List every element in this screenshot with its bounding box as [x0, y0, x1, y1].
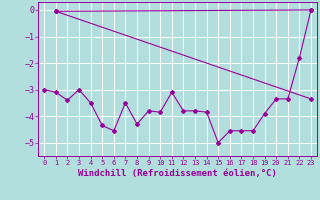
X-axis label: Windchill (Refroidissement éolien,°C): Windchill (Refroidissement éolien,°C) [78, 169, 277, 178]
